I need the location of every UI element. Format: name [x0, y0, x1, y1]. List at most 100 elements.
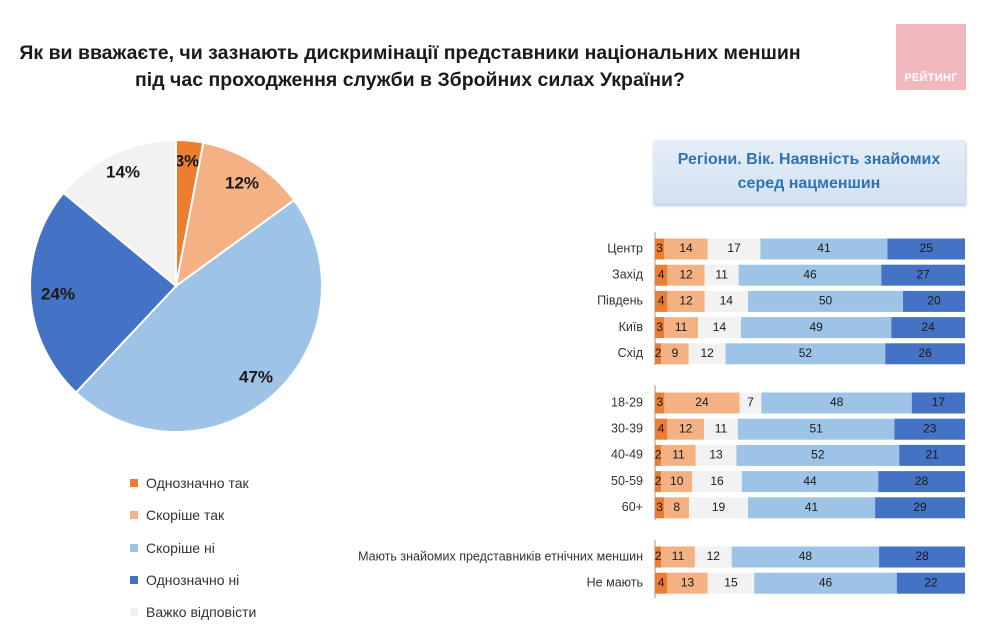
bar-segment — [664, 317, 698, 339]
bar-segment — [896, 572, 965, 594]
legend-label: Скоріше ні — [146, 539, 215, 556]
bar-data-label: 14 — [720, 294, 734, 308]
legend-item: Важко відповісти — [130, 596, 256, 628]
bar-data-label: 3 — [656, 500, 663, 514]
bar-segment — [692, 471, 742, 493]
bar-segment — [655, 572, 668, 594]
bar-segment — [661, 343, 689, 365]
bar-segment — [903, 290, 965, 312]
bar-category-label: 50-59 — [611, 474, 643, 488]
bar-segment — [879, 546, 965, 568]
bar-segment — [655, 444, 662, 466]
bar-segment — [899, 444, 965, 466]
bar-category-label: Мають знайомих представників етнічних ме… — [358, 549, 643, 563]
bar-segment — [689, 497, 748, 519]
bar-segment — [760, 238, 888, 260]
legend-item: Скоріше ні — [130, 532, 256, 564]
bar-segment — [697, 317, 741, 339]
bar-segment — [875, 497, 965, 519]
bar-data-label: 19 — [712, 500, 726, 514]
breakdown-header-panel: Регіони. Вік. Наявність знайомих серед н… — [653, 140, 965, 204]
bar-data-label: 23 — [923, 421, 937, 435]
legend-swatch — [130, 479, 138, 488]
bar-segment — [731, 546, 880, 568]
bar-segment — [761, 392, 912, 414]
pie-data-label: 24% — [41, 284, 75, 303]
pie-slice — [174, 141, 296, 289]
bar-data-label: 20 — [927, 294, 941, 308]
bar-data-label: 3 — [656, 395, 663, 409]
bar-data-label: 17 — [727, 241, 741, 255]
bar-category-label: 30-39 — [611, 421, 643, 435]
bar-segment — [748, 290, 903, 312]
bar-data-label: 48 — [799, 549, 813, 563]
bar-data-label: 4 — [658, 294, 665, 308]
bar-data-label: 4 — [658, 267, 665, 281]
bar-data-label: 21 — [925, 448, 939, 462]
rating-logo: РЕЙТИНГ — [896, 24, 966, 90]
legend-swatch — [130, 511, 138, 520]
bar-segment — [887, 238, 965, 260]
bar-segment — [667, 290, 705, 312]
bar-segment — [655, 418, 668, 440]
bar-segment — [704, 418, 738, 440]
bar-data-label: 2 — [655, 474, 662, 488]
legend-label: Скоріше так — [146, 507, 225, 524]
legend-swatch — [130, 543, 138, 552]
bar-data-label: 11 — [672, 549, 685, 563]
bar-segment — [740, 317, 892, 339]
bar-data-label: 12 — [701, 346, 715, 360]
pie-data-label: 14% — [106, 162, 140, 181]
bar-data-label: 50 — [819, 294, 833, 308]
bar-data-label: 12 — [679, 421, 693, 435]
bar-data-label: 44 — [803, 474, 817, 488]
logo-text: РЕЙТИНГ — [904, 72, 958, 84]
pie-slice — [62, 138, 177, 289]
bar-category-label: Схід — [618, 346, 644, 360]
bar-category-label: Центр — [607, 241, 643, 255]
bar-data-label: 52 — [799, 346, 813, 360]
bar-category-label: 18-29 — [611, 395, 643, 409]
bar-segment — [894, 418, 965, 440]
bar-data-label: 4 — [658, 421, 665, 435]
bar-data-label: 11 — [715, 421, 728, 435]
bar-category-label: 60+ — [622, 500, 643, 514]
bar-data-label: 13 — [681, 575, 695, 589]
bar-segment — [725, 343, 886, 365]
bar-segment — [661, 471, 693, 493]
bar-data-label: 13 — [709, 448, 723, 462]
bar-data-label: 11 — [675, 320, 688, 334]
pie-data-label: 3% — [175, 151, 200, 170]
bar-segment — [737, 418, 895, 440]
bar-category-label: Не мають — [587, 575, 643, 589]
bar-segment — [655, 546, 662, 568]
bar-category-label: Київ — [619, 320, 644, 334]
bar-segment — [885, 343, 965, 365]
title-line-2: під час проходження служби в Збройних си… — [135, 69, 685, 91]
pie-slice — [74, 198, 324, 434]
bar-data-label: 29 — [913, 500, 927, 514]
bar-segment — [664, 238, 708, 260]
legend-item: Скоріше так — [130, 499, 256, 531]
bar-data-label: 14 — [713, 320, 727, 334]
bar-data-label: 26 — [918, 346, 932, 360]
bar-data-label: 41 — [805, 500, 819, 514]
bar-segment — [655, 343, 662, 365]
pie-legend: Однозначно так Скоріше так Скоріше ні Одноз… — [130, 467, 256, 628]
bar-segment — [881, 264, 965, 286]
bar-data-label: 3 — [656, 320, 663, 334]
bar-data-label: 8 — [673, 500, 680, 514]
bar-segment — [667, 418, 705, 440]
legend-label: Однозначно так — [146, 475, 249, 492]
bar-data-label: 12 — [707, 549, 721, 563]
bar-data-label: 2 — [655, 549, 662, 563]
bar-data-label: 46 — [803, 267, 817, 281]
bar-category-label: Південь — [597, 294, 643, 308]
bar-data-label: 25 — [920, 241, 934, 255]
bar-segment — [878, 471, 965, 493]
bar-segment — [911, 392, 965, 414]
bar-data-label: 12 — [679, 267, 693, 281]
chart-title: Як ви вважаєте, чи зазнають дискримінаці… — [0, 40, 820, 94]
bar-data-label: 2 — [655, 346, 662, 360]
